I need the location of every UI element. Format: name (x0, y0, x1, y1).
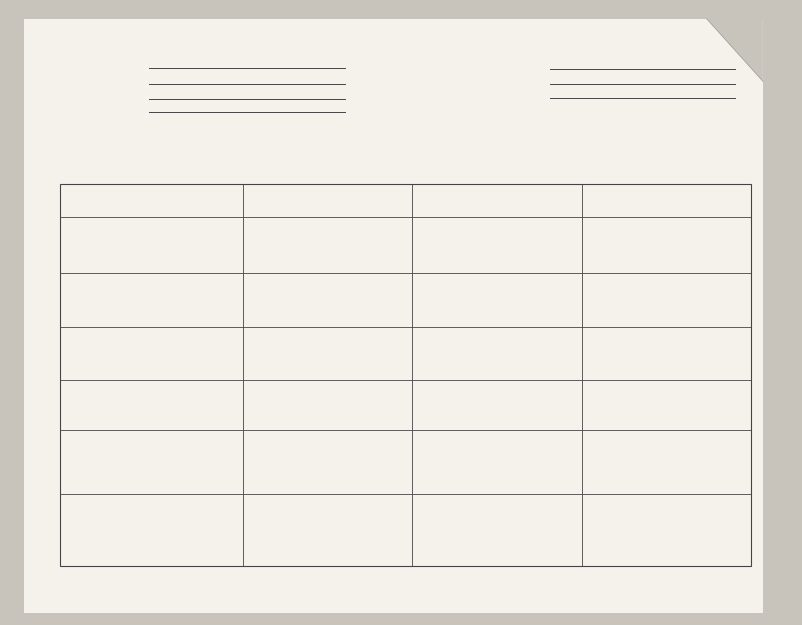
Text: 6. igniting magnesium
   ribbon: 6. igniting magnesium ribbon (67, 499, 184, 520)
Text: Physical and Chemical Changes: Physical and Chemical Changes (92, 161, 291, 174)
Text: Instructor/Professor: Instructor/Professor (76, 87, 179, 97)
Text: Course/Year/Sec: Course/Year/Sec (76, 71, 160, 81)
Text: Activity No. 4: Activity No. 4 (359, 112, 443, 125)
Text: 2. heating iodine: 2. heating iodine (67, 278, 155, 288)
Text: 1. heating naphthalene: 1. heating naphthalene (67, 222, 188, 232)
Text: A.: A. (60, 161, 72, 174)
Text: 5. silver nitrate + sodium
   chloride: 5. silver nitrate + sodium chloride (67, 434, 200, 456)
Text: 3. iron filings + HCl: 3. iron filings + HCl (67, 332, 168, 342)
Text: Date Submitted:: Date Submitted: (465, 86, 551, 96)
Text: Group No:: Group No: (465, 57, 518, 67)
Text: Name:: Name: (76, 56, 111, 66)
Text: Date Performed:: Date Performed: (465, 71, 551, 81)
Text: Explanation: Explanation (633, 196, 699, 206)
Text: CHANGES IN MATTER: CHANGES IN MATTER (318, 127, 484, 141)
Text: OBSERVATION / DISCUSSION:: OBSERVATION / DISCUSSION: (44, 144, 271, 158)
Text: 24: 24 (394, 587, 408, 600)
Text: Process: Process (130, 196, 172, 206)
Text: 4. heating copper sulfate: 4. heating copper sulfate (67, 385, 198, 395)
Text: Type of Change: Type of Change (453, 196, 540, 206)
Text: Observations: Observations (290, 196, 364, 206)
